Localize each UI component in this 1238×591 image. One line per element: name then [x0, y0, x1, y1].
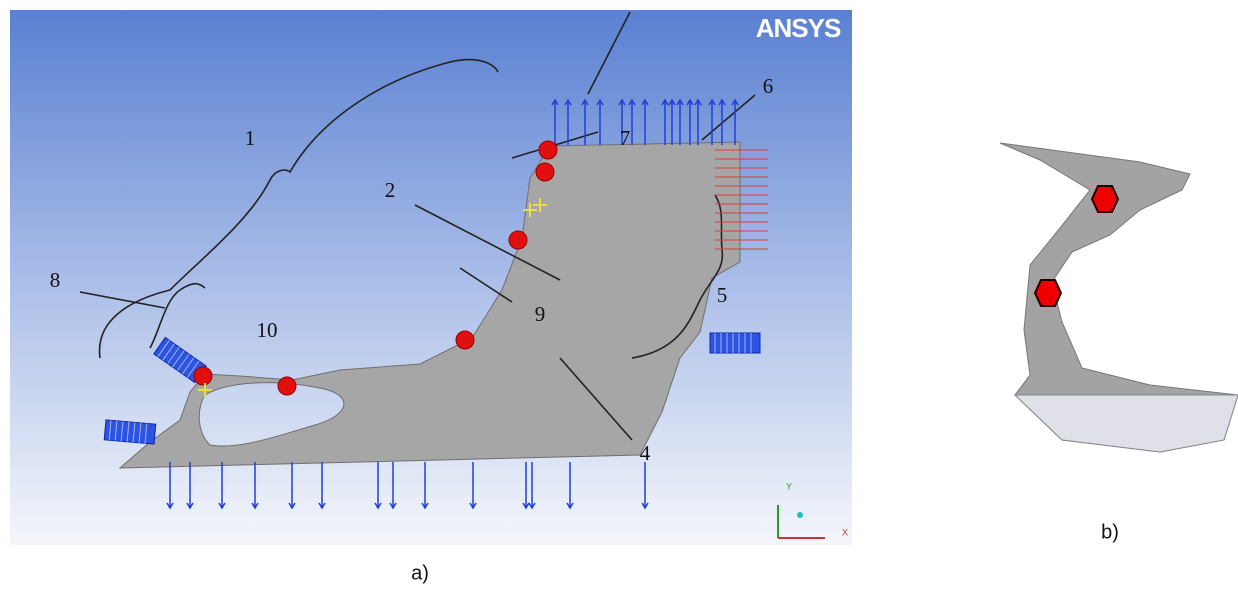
load-box-line [108, 420, 112, 441]
load-box-line [126, 421, 130, 442]
region-label: 1 [245, 126, 256, 150]
arrow-head [522, 502, 530, 510]
arrow-head [581, 98, 589, 106]
load-box-line [120, 421, 124, 442]
contact-point [193, 366, 213, 386]
caption-b: b) [1101, 521, 1119, 543]
logo: ANSYS [756, 13, 841, 43]
arrow-head [566, 502, 574, 510]
arrow-head [661, 98, 669, 106]
load-box-line [162, 343, 175, 361]
load-box-line [138, 422, 142, 443]
load-box-line [172, 350, 185, 368]
arrow-head [564, 98, 572, 106]
arrow-head [618, 98, 626, 106]
arrow-head [374, 502, 382, 510]
load-box-line [167, 346, 180, 364]
contact-points [193, 140, 558, 397]
arrow-head [218, 502, 226, 510]
load-box-body [709, 332, 761, 354]
load-box-line [132, 422, 136, 443]
arrow-head [694, 98, 702, 106]
arrow-head [641, 502, 649, 510]
arrow-head [551, 98, 559, 106]
load-box-line [182, 357, 195, 375]
arrow-head [718, 98, 726, 106]
contact-point [455, 330, 475, 350]
arrow-head [251, 502, 259, 510]
arrow-head [628, 98, 636, 106]
arrow-head [708, 98, 716, 106]
contact-point [277, 376, 297, 396]
load-box [103, 419, 157, 445]
region-label: 7 [620, 126, 631, 150]
region-label: 2 [385, 178, 396, 202]
arrow-head [686, 98, 694, 106]
contact-point-3d [1090, 185, 1120, 213]
load-arrows [103, 98, 768, 510]
load-box-line [157, 340, 170, 358]
part-3d-face [1013, 394, 1238, 453]
load-box-line [114, 420, 118, 441]
region-label: 5 [717, 283, 728, 307]
region-label: 8 [50, 268, 61, 292]
region-label: 4 [640, 441, 651, 465]
contact-point [535, 162, 555, 182]
contact-point [538, 140, 558, 160]
arrow-head [288, 502, 296, 510]
contact-point [508, 230, 528, 250]
leader-lines [79, 11, 756, 441]
arrow-head [528, 502, 536, 510]
arrow-head [676, 98, 684, 106]
triad-y: Y [786, 481, 792, 491]
marker-cross [523, 203, 537, 217]
triad: Y X [777, 481, 848, 539]
region-label: 10 [257, 318, 278, 342]
arrow-head [731, 98, 739, 106]
arrow-head [668, 98, 676, 106]
contact-point-3d [1033, 279, 1063, 307]
load-box-line [144, 423, 148, 444]
load-box-body [103, 419, 157, 445]
arrow-head [421, 502, 429, 510]
load-box-line [186, 360, 200, 378]
triad-x: X [842, 527, 848, 537]
caption-a: a) [411, 562, 429, 584]
arrow-head [318, 502, 326, 510]
region-label: 9 [535, 302, 546, 326]
load-box [709, 332, 761, 354]
marker-cross [533, 198, 547, 212]
arrow-head [389, 502, 397, 510]
arrow-head [469, 502, 477, 510]
arrow-head [596, 98, 604, 106]
arrow-head [641, 98, 649, 106]
region-label: 6 [763, 74, 774, 98]
marker-cross [198, 383, 212, 397]
part-3d-view [999, 142, 1238, 453]
arrow-head [186, 502, 194, 510]
load-box-line [177, 353, 190, 371]
arrow-head [166, 502, 174, 510]
